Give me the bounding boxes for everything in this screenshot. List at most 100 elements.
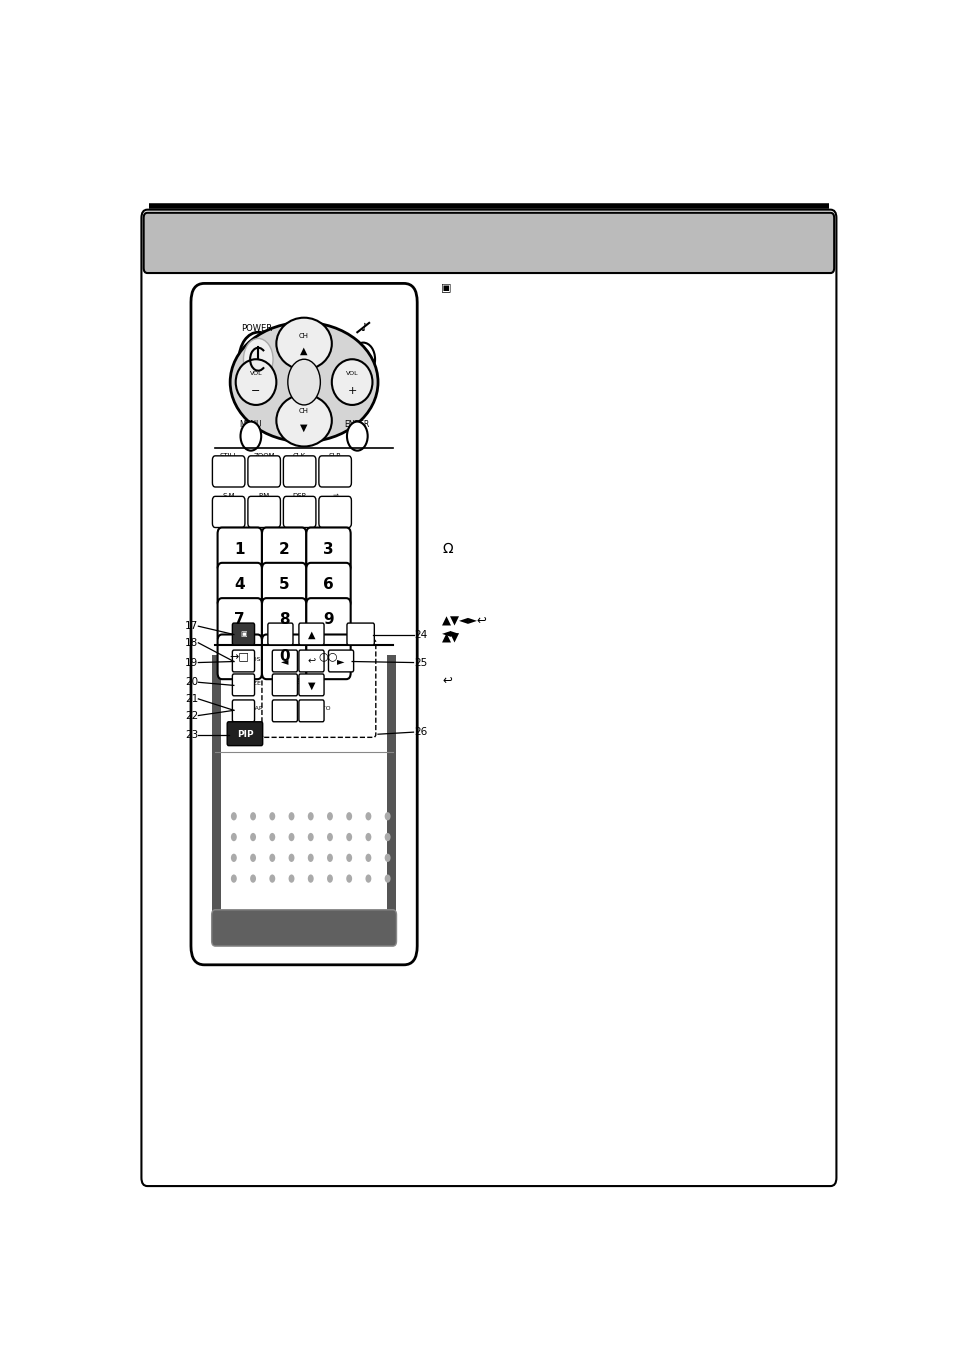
FancyBboxPatch shape (298, 623, 324, 645)
FancyBboxPatch shape (227, 722, 262, 746)
FancyBboxPatch shape (328, 650, 354, 672)
Circle shape (327, 812, 333, 820)
Text: DSP: DSP (293, 494, 306, 499)
FancyBboxPatch shape (262, 634, 306, 679)
Circle shape (384, 832, 390, 842)
Text: ○○: ○○ (318, 652, 338, 661)
Circle shape (288, 874, 294, 882)
Text: 18: 18 (185, 638, 198, 648)
Text: Ω: Ω (442, 542, 453, 556)
Text: 3: 3 (323, 542, 334, 557)
FancyBboxPatch shape (144, 213, 833, 272)
Circle shape (384, 874, 390, 882)
Circle shape (240, 421, 261, 451)
FancyBboxPatch shape (306, 563, 351, 607)
Text: ▲: ▲ (308, 630, 314, 639)
Text: POS: POS (248, 657, 260, 662)
Text: AUTO: AUTO (314, 706, 331, 711)
FancyBboxPatch shape (262, 563, 306, 607)
FancyBboxPatch shape (306, 527, 351, 572)
Text: 17: 17 (185, 621, 198, 631)
Circle shape (308, 854, 314, 862)
Text: ♪: ♪ (359, 322, 366, 333)
FancyBboxPatch shape (347, 623, 374, 645)
Ellipse shape (332, 359, 372, 405)
Circle shape (384, 812, 390, 820)
Text: S.M: S.M (222, 494, 234, 499)
FancyBboxPatch shape (268, 623, 293, 645)
FancyBboxPatch shape (262, 527, 306, 572)
Circle shape (327, 832, 333, 842)
Text: SIZE: SIZE (248, 681, 261, 685)
Ellipse shape (230, 322, 377, 442)
Text: ▼: ▼ (308, 680, 314, 691)
Circle shape (346, 854, 352, 862)
Circle shape (231, 832, 236, 842)
Circle shape (365, 854, 371, 862)
Text: CH: CH (299, 409, 309, 414)
FancyBboxPatch shape (306, 598, 351, 643)
Text: ▲▼◄►↩: ▲▼◄►↩ (442, 615, 488, 627)
FancyBboxPatch shape (262, 598, 306, 643)
Text: ↩: ↩ (307, 657, 315, 666)
Circle shape (308, 832, 314, 842)
FancyBboxPatch shape (217, 634, 262, 679)
Text: ↩: ↩ (442, 674, 452, 688)
Text: 0: 0 (278, 649, 289, 664)
Text: →□: →□ (230, 652, 250, 661)
Text: 7: 7 (234, 612, 245, 627)
Text: ◄►: ◄► (442, 626, 460, 639)
FancyBboxPatch shape (283, 456, 315, 487)
Circle shape (231, 854, 236, 862)
FancyBboxPatch shape (191, 283, 416, 965)
FancyBboxPatch shape (212, 909, 396, 946)
Circle shape (288, 854, 294, 862)
Ellipse shape (276, 318, 332, 370)
Text: ▲: ▲ (300, 345, 308, 356)
Text: 24: 24 (414, 630, 427, 639)
FancyBboxPatch shape (217, 527, 262, 572)
Text: ZOOM: ZOOM (253, 453, 274, 459)
Circle shape (384, 854, 390, 862)
FancyBboxPatch shape (283, 496, 315, 527)
FancyBboxPatch shape (233, 700, 254, 722)
Text: SWAP: SWAP (246, 706, 263, 711)
Circle shape (250, 874, 255, 882)
Circle shape (288, 359, 320, 405)
Circle shape (239, 332, 277, 386)
Circle shape (288, 812, 294, 820)
FancyBboxPatch shape (318, 456, 351, 487)
Circle shape (365, 812, 371, 820)
Text: 1: 1 (234, 542, 245, 557)
FancyBboxPatch shape (141, 209, 836, 1186)
Text: 22: 22 (185, 711, 198, 720)
Text: P.M: P.M (258, 494, 270, 499)
Text: 6: 6 (323, 577, 334, 592)
Text: PIP: PIP (236, 730, 253, 739)
FancyBboxPatch shape (217, 598, 262, 643)
Text: ▼: ▼ (300, 422, 308, 433)
Circle shape (365, 832, 371, 842)
Circle shape (250, 854, 255, 862)
FancyBboxPatch shape (233, 650, 254, 672)
Circle shape (308, 874, 314, 882)
Bar (387, 656, 395, 936)
Text: ▣: ▣ (240, 631, 247, 638)
Circle shape (346, 874, 352, 882)
FancyBboxPatch shape (298, 700, 324, 722)
FancyBboxPatch shape (272, 674, 297, 696)
FancyBboxPatch shape (217, 563, 262, 607)
FancyBboxPatch shape (272, 700, 297, 722)
FancyBboxPatch shape (306, 634, 351, 679)
Ellipse shape (276, 394, 332, 447)
Text: ▲▼: ▲▼ (442, 631, 460, 643)
Text: MODE: MODE (270, 629, 291, 634)
Text: 20: 20 (185, 677, 198, 687)
Text: 8: 8 (278, 612, 289, 627)
FancyBboxPatch shape (298, 674, 324, 696)
FancyBboxPatch shape (298, 650, 324, 672)
Text: 19: 19 (185, 657, 198, 668)
Text: ENTER: ENTER (344, 420, 370, 429)
Circle shape (365, 874, 371, 882)
FancyBboxPatch shape (233, 623, 254, 645)
